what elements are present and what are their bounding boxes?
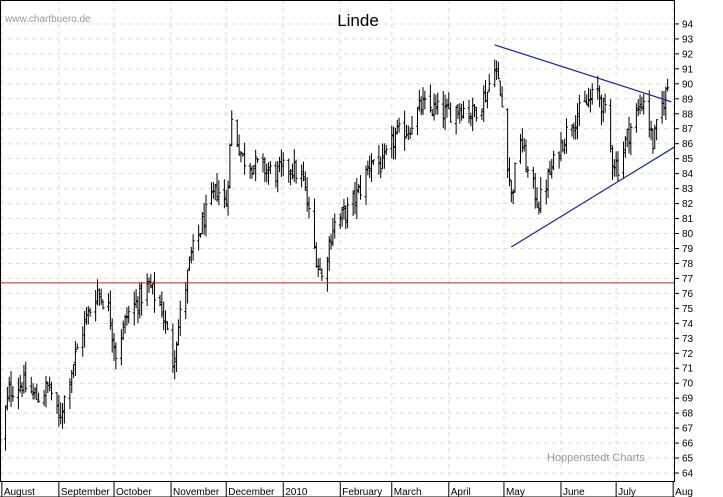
x-tick-label: August [4, 487, 35, 497]
price-bars [0, 59, 670, 458]
y-tick-label: 83 [682, 184, 694, 195]
grid-layer [0, 0, 675, 482]
y-tick-label: 74 [682, 319, 694, 330]
y-tick-label: 80 [682, 229, 694, 240]
y-tick-label: 77 [682, 274, 694, 285]
y-tick-label: 72 [682, 349, 694, 360]
y-tick-label: 75 [682, 304, 694, 315]
y-tick-label: 89 [682, 94, 694, 105]
y-tick-label: 82 [682, 199, 694, 210]
y-tick-label: 93 [682, 34, 694, 45]
y-tick-label: 87 [682, 124, 694, 135]
y-tick-label: 70 [682, 379, 694, 390]
x-tick-label: March [394, 487, 422, 497]
x-tick-label: 2010 [285, 487, 308, 497]
x-tick-label: April [451, 487, 471, 497]
x-tick-label: November [173, 487, 220, 497]
y-tick-label: 67 [682, 424, 694, 435]
chart-title: Linde [337, 11, 379, 30]
x-tick-label: December [228, 487, 275, 497]
x-tick-label: July [618, 487, 636, 497]
y-tick-label: 85 [682, 154, 694, 165]
x-tick-label: September [61, 487, 111, 497]
y-tick-label: 79 [682, 244, 694, 255]
y-tick-label: 71 [682, 364, 694, 375]
y-tick-label: 78 [682, 259, 694, 270]
y-tick-label: 88 [682, 109, 694, 120]
y-tick-label: 66 [682, 439, 694, 450]
chart-credit: Hoppenstedt Charts [547, 452, 645, 464]
y-tick-label: 76 [682, 289, 694, 300]
y-tick-label: 90 [682, 79, 694, 90]
y-axis: 64 65 66 67 68 69 70 71 72 73 74 75 76 77 78 79 80 81 82 83… [675, 19, 694, 480]
annotation-layer [0, 44, 676, 284]
x-axis: August September October November December 20… [0, 482, 693, 497]
trend-line [494, 44, 672, 103]
y-tick-label: 92 [682, 49, 694, 60]
y-tick-label: 84 [682, 169, 694, 180]
y-tick-label: 81 [682, 214, 694, 225]
plot-frame [0, 0, 675, 482]
y-tick-label: 64 [682, 469, 694, 480]
y-tick-label: 68 [682, 409, 694, 420]
y-tick-label: 86 [682, 139, 694, 150]
x-tick-label: February [342, 487, 382, 497]
x-tick-label: May [506, 487, 525, 497]
trend-line [510, 146, 676, 248]
x-tick-label: October [116, 487, 152, 497]
y-tick-label: 91 [682, 64, 694, 75]
y-tick-label: 65 [682, 454, 694, 465]
y-tick-label: 94 [682, 19, 694, 30]
x-tick-label: June [563, 487, 585, 497]
y-tick-label: 73 [682, 334, 694, 345]
watermark: www.chartbuero.de [4, 14, 91, 25]
y-tick-label: 69 [682, 394, 694, 405]
x-tick-label: Aug [675, 487, 693, 497]
